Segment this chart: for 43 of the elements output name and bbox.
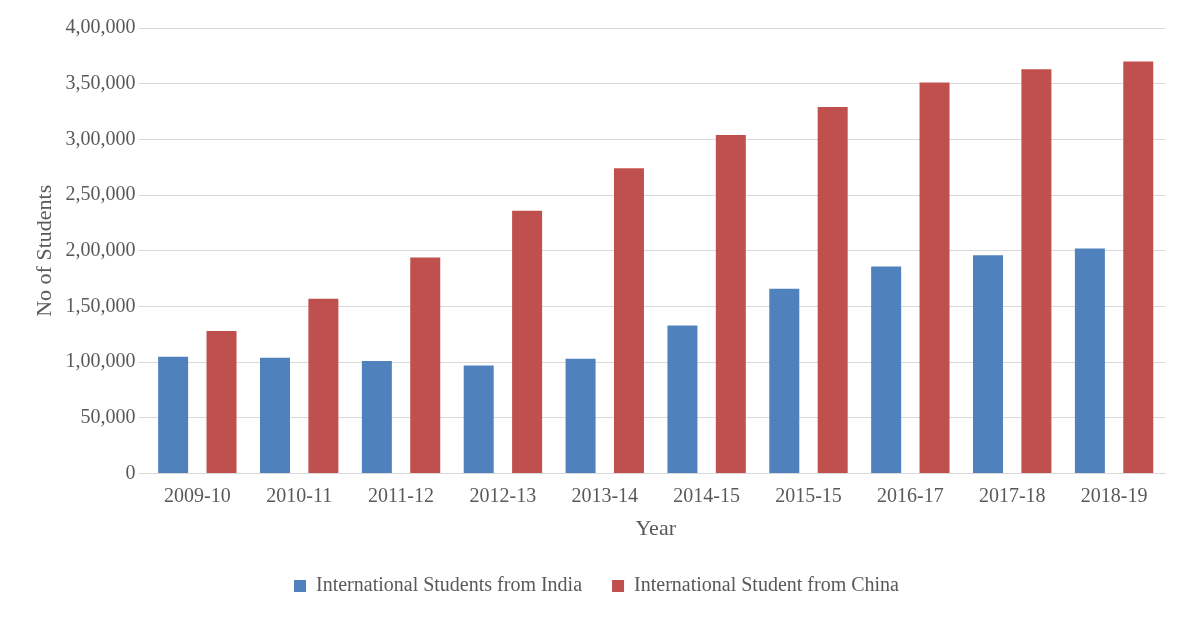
bar xyxy=(463,365,494,474)
bar xyxy=(260,357,290,474)
bar xyxy=(919,82,950,474)
bar xyxy=(871,266,902,474)
y-tick-label: 2,50,000 xyxy=(65,182,136,205)
y-tick-label: 50,000 xyxy=(80,405,136,428)
bar xyxy=(361,361,392,474)
x-tick-label: 2013-14 xyxy=(571,483,639,506)
x-tick-label: 2017-18 xyxy=(978,483,1046,506)
bar xyxy=(715,134,746,474)
y-axis-title: No of Students xyxy=(30,184,56,317)
x-tick-label: 2012-13 xyxy=(469,483,537,506)
x-tick-label: 2009-10 xyxy=(163,483,231,506)
bar xyxy=(512,210,543,474)
bar xyxy=(1074,248,1105,474)
y-tick-label: 4,00,000 xyxy=(65,15,136,38)
x-tick-label: 2018-19 xyxy=(1080,483,1148,506)
y-tick-label: 1,00,000 xyxy=(65,349,136,372)
x-tick-label: 2015-15 xyxy=(775,483,842,506)
y-tick-label: 2,00,000 xyxy=(65,238,136,261)
y-tick-label: 3,00,000 xyxy=(65,126,136,149)
x-tick-label: 2011-12 xyxy=(368,483,435,506)
x-axis-title: Year xyxy=(635,514,677,540)
bar xyxy=(613,168,644,474)
y-tick-label: 1,50,000 xyxy=(65,293,136,316)
bar xyxy=(410,257,441,474)
x-tick-label: 2016-17 xyxy=(877,483,944,506)
bar xyxy=(158,356,189,474)
bar xyxy=(206,331,237,474)
bar xyxy=(1123,61,1154,474)
bar xyxy=(667,325,698,474)
bar xyxy=(973,255,1004,474)
bar xyxy=(1021,69,1052,474)
bar xyxy=(308,298,339,474)
x-tick-label: 2010-11 xyxy=(266,483,333,506)
legend-label: International Student from China xyxy=(634,573,900,596)
bar xyxy=(817,107,848,474)
bar xyxy=(565,358,596,474)
bar xyxy=(769,288,800,474)
x-tick-label: 2014-15 xyxy=(673,483,740,506)
y-tick-label: 0 xyxy=(125,460,136,483)
y-tick-label: 3,50,000 xyxy=(65,70,136,93)
legend-label: International Students from India xyxy=(316,573,583,596)
